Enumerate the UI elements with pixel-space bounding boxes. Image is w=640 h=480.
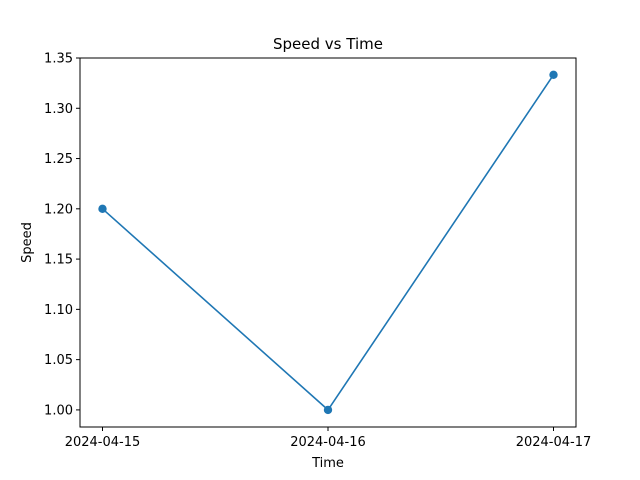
x-axis-label: Time (311, 456, 344, 471)
x-tick-label: 2024-04-17 (516, 435, 592, 450)
y-axis-ticks: 1.00 1.05 1.10 1.15 1.20 1.25 1.30 1.35 (44, 52, 80, 418)
y-tick-label: 1.35 (44, 52, 73, 67)
y-axis-label: Speed (20, 222, 35, 263)
data-point (549, 70, 558, 79)
y-tick-label: 1.25 (44, 152, 73, 167)
plot-frame (79, 57, 577, 428)
y-tick-label: 1.10 (44, 303, 73, 318)
y-tick-label: 1.00 (44, 403, 73, 418)
y-tick-label: 1.15 (44, 253, 73, 268)
data-point (323, 405, 333, 415)
plot-area (98, 70, 558, 415)
x-axis-ticks: 2024-04-15 2024-04-16 2024-04-17 (65, 427, 592, 450)
y-tick-label: 1.20 (44, 202, 73, 217)
y-tick-label: 1.30 (44, 102, 73, 117)
data-point (98, 204, 107, 214)
chart-title: Speed vs Time (273, 35, 383, 53)
x-tick-label: 2024-04-16 (290, 435, 366, 450)
y-tick-label: 1.05 (44, 353, 73, 368)
x-tick-label: 2024-04-15 (65, 435, 141, 450)
